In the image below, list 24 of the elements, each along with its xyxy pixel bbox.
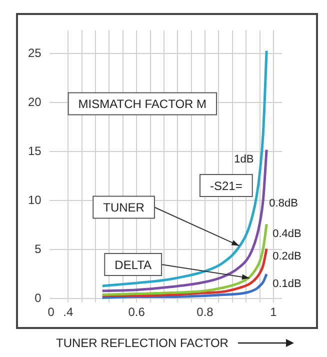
y-tick-label: 15: [28, 144, 42, 158]
y-tick-label: 25: [28, 46, 42, 60]
annotation: MISMATCH FACTOR M: [78, 97, 207, 112]
series-label: 0.8dB: [269, 198, 298, 210]
series-label: 0.2dB: [272, 250, 302, 263]
annotation: TUNER: [103, 200, 145, 215]
y-tick-label: 0: [34, 290, 42, 305]
line-series: [101, 222, 268, 296]
annotation: DELTA: [114, 258, 152, 272]
series-label: 1dB: [234, 153, 254, 166]
line-series: [101, 148, 268, 292]
line-series: [101, 247, 268, 297]
x-tick-label: 0: [48, 305, 55, 320]
y-tick-label: 5: [34, 242, 42, 256]
series-label: 0.4dB: [272, 228, 302, 240]
series-label: 0.1dB: [272, 278, 302, 290]
y-tick-label: 10: [28, 193, 42, 208]
annotation: -S21=: [210, 178, 242, 193]
x-tick-label: 0.6: [128, 305, 146, 320]
x-tick-label: .4: [63, 305, 74, 320]
y-tick-label: 20: [28, 95, 42, 110]
x-axis-title: TUNER REFLECTION FACTOR: [56, 336, 228, 350]
x-tick-label: 0.8: [196, 305, 214, 320]
x-tick-label: 1: [270, 305, 278, 320]
